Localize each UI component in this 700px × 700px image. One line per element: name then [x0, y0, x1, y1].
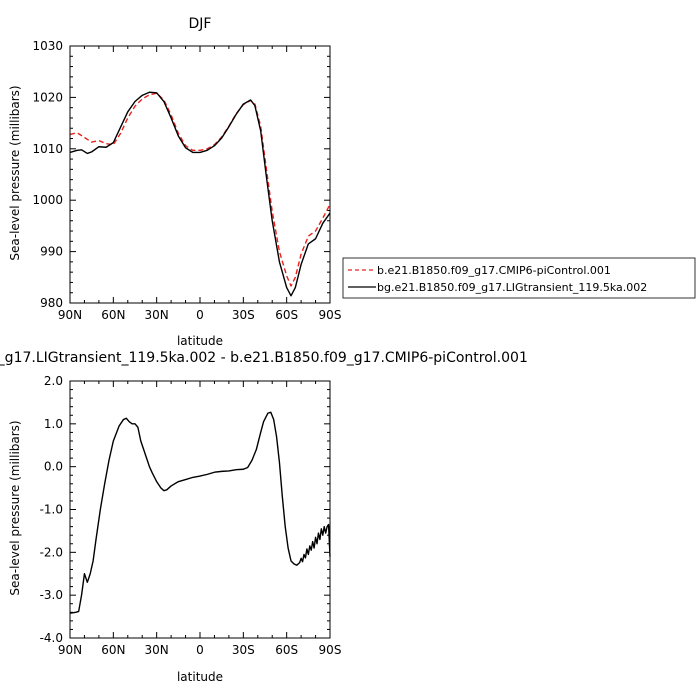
top-y-tick-label: 1000 — [32, 193, 63, 207]
top-panel-title: DJF — [189, 16, 212, 32]
top-x-tick-label: 90N — [58, 308, 82, 322]
bottom-x-tick-label: 60S — [275, 643, 298, 657]
top-y-tick-label: 1030 — [32, 39, 63, 53]
bottom-panel-xlabel: latitude — [177, 670, 223, 684]
top-x-tick-label: 30S — [232, 308, 255, 322]
bottom-x-tick-label: 0 — [196, 643, 204, 657]
bottom-y-tick-label: 0.0 — [44, 460, 63, 474]
top-x-tick-label: 60N — [101, 308, 125, 322]
bottom-y-tick-label: 1.0 — [44, 417, 63, 431]
bottom-y-tick-label: -2.0 — [40, 545, 63, 559]
bottom-y-tick-label: 2.0 — [44, 374, 63, 388]
legend-label-picontrol: b.e21.B1850.f09_g17.CMIP6-piControl.001 — [377, 264, 611, 277]
legend: b.e21.B1850.f09_g17.CMIP6-piControl.001 … — [342, 257, 696, 299]
bottom-panel-frame — [69, 380, 331, 639]
bottom-x-tick-label: 30S — [232, 643, 255, 657]
bottom-panel-ylabel: Sea-level pressure (millibars) — [8, 420, 22, 595]
top-series-line-1 — [69, 91, 331, 297]
top-y-tick-label: 980 — [40, 296, 63, 310]
bottom-x-tick-label: 30N — [145, 643, 169, 657]
bottom-x-tick-label: 90S — [319, 643, 342, 657]
top-y-tick-label: 1010 — [32, 142, 63, 156]
bottom-panel: bg.e21.B1850.f09_g17.LIGtransient_119.5k… — [0, 350, 528, 684]
bottom-x-tick-label: 90N — [58, 643, 82, 657]
top-x-tick-label: 60S — [275, 308, 298, 322]
bottom-panel-title: bg.e21.B1850.f09_g17.LIGtransient_119.5k… — [0, 350, 528, 366]
top-x-tick-label: 30N — [145, 308, 169, 322]
top-panel-lines — [69, 91, 331, 297]
legend-label-ligtransient: bg.e21.B1850.f09_g17.LIGtransient_119.5k… — [377, 281, 647, 294]
bottom-y-tick-label: -1.0 — [40, 503, 63, 517]
top-panel: DJF Sea-level pressure (millibars) latit… — [8, 16, 341, 348]
top-x-tick-label: 90S — [319, 308, 342, 322]
bottom-y-tick-label: -3.0 — [40, 588, 63, 602]
top-y-tick-label: 990 — [40, 245, 63, 259]
top-panel-ticks: 90N 60N 30N 0 30S 60S 90S 980 990 1000 1010 1020 103… — [32, 39, 341, 322]
top-panel-ylabel: Sea-level pressure (millibars) — [8, 85, 22, 260]
bottom-x-tick-label: 60N — [101, 643, 125, 657]
top-series-line-0 — [69, 92, 331, 287]
top-y-tick-label: 1020 — [32, 90, 63, 104]
bottom-y-tick-label: -4.0 — [40, 631, 63, 645]
bottom-series-line-0 — [69, 411, 331, 614]
top-x-tick-label: 0 — [196, 308, 204, 322]
bottom-panel-lines — [69, 411, 331, 614]
top-panel-frame — [69, 45, 331, 304]
legend-box — [342, 257, 696, 299]
top-panel-xlabel: latitude — [177, 334, 223, 348]
